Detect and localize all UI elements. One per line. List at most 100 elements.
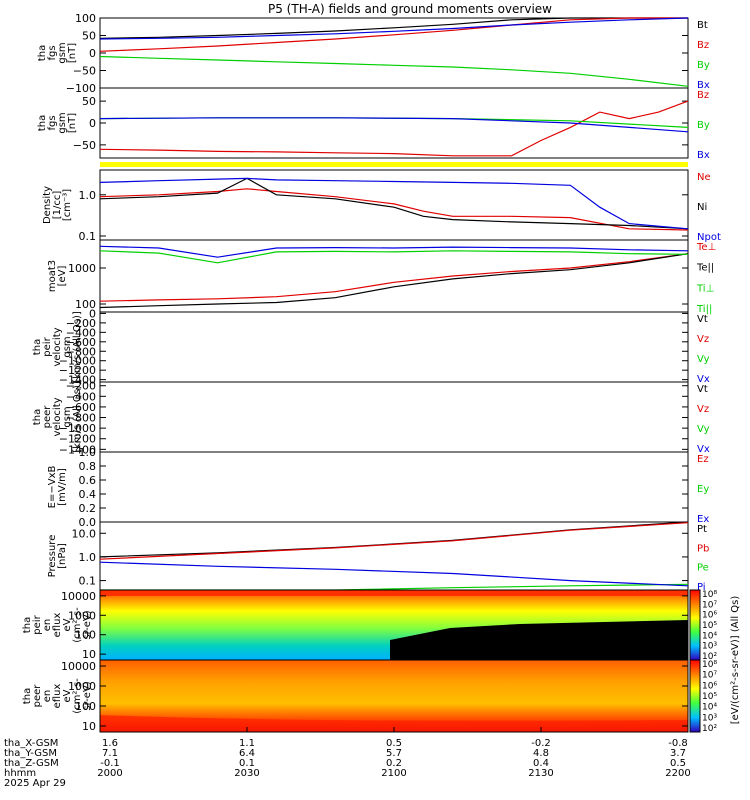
y-axis-label-line: sr-eV) (82, 610, 93, 639)
y-axis-label: Pressure[nPa] (47, 535, 68, 578)
y-tick-label: 1.0 (79, 446, 97, 459)
panel-frame (99, 311, 689, 383)
series-line (99, 253, 689, 302)
x-tick-label: 6.4 (239, 748, 255, 759)
x-tick-label: 2030 (234, 768, 259, 779)
plot-title: P5 (TH-A) fields and ground moments over… (268, 2, 552, 16)
y-tick-label: 50 (82, 95, 96, 108)
y-tick-label: 0.1 (79, 230, 97, 243)
panel-frame (99, 17, 689, 89)
y-axis-label-line: peer (32, 684, 43, 708)
x-tick-label: 1.6 (102, 738, 118, 749)
colorbar-tick-label: 10⁶ (702, 681, 717, 691)
y-tick-label: 0 (89, 47, 96, 60)
y-axis-label-line: tha (32, 339, 43, 355)
legend-entry: Te|| (696, 263, 714, 274)
y-tick-label: 100 (75, 12, 96, 25)
colorbar-tick-label: 10³ (702, 713, 717, 723)
series-line (99, 177, 689, 230)
y-tick-label: 10 (82, 720, 96, 733)
colorbar-tick-label: 10² (702, 652, 717, 662)
y-tick-label: 0.0 (79, 516, 97, 529)
y-tick-label: 100 (75, 700, 96, 713)
legend-entry: Vt (697, 384, 708, 395)
y-tick-label: 10 (82, 648, 96, 661)
colorbar-tick-label: 10³ (702, 642, 717, 652)
y-tick-label: 1.0 (79, 551, 97, 564)
y-tick-label: 0.4 (79, 488, 97, 501)
y-axis-label-line: eV (62, 618, 73, 631)
y-tick-label: −1000 (59, 422, 96, 435)
y-axis-label: thafgsgsm[nT] (37, 42, 78, 63)
panel-peir-eflux: 10000 1000 100 10 thapeirenefluxeV(cm²-s-sr-… (22, 589, 689, 661)
y-axis-label-line: fgs (47, 45, 58, 60)
y-axis-label-line: gsm (62, 406, 73, 427)
panel-efield: 1.00.80.60.40.20.0 E=−VxB[mV/m] Ez Ey Ex (47, 446, 709, 529)
y-tick-label: 1000 (68, 680, 96, 693)
y-axis-label-line: tha (37, 45, 48, 61)
y-axis-label-line: sr-eV) (82, 681, 93, 710)
legend-entry: Ey (697, 484, 709, 495)
y-tick-label: −1200 (59, 433, 96, 446)
legend-entry: Ex (697, 514, 709, 525)
series-line (99, 55, 689, 87)
legend-entry: Vt (697, 314, 708, 325)
colorbar-tick-label: 10⁴ (702, 703, 717, 713)
data-quality-bar (100, 162, 688, 167)
y-axis-label-line: tha (37, 115, 48, 131)
x-tick-label: 4.8 (533, 748, 549, 759)
y-tick-label: 10.0 (72, 527, 97, 540)
x-tick-label: 0.1 (239, 758, 255, 769)
y-axis-label-line: Density (42, 186, 53, 224)
y-tick-label: 100 (75, 629, 96, 642)
y-axis-label-line: Pressure (47, 535, 58, 578)
y-axis-label-line: eflux (52, 613, 63, 638)
x-axis-row-label: 2025 Apr 29 (4, 778, 66, 789)
y-tick-label: −1400 (59, 374, 96, 387)
colorbar-tick-label: 10⁷ (702, 600, 717, 610)
panel-fgs-gsm: 100 50 0 −50 −100 thafgsgsm[nT] Bt Bz By Bx (37, 12, 710, 95)
legend-entry: Npot (697, 232, 721, 243)
y-axis-label-line: gsm (57, 42, 68, 63)
y-tick-label: 0 (89, 307, 96, 320)
spectrogram-low-count-region (390, 620, 688, 660)
panel-peer-velocity: −200−400−600−800−1000−1200−1400thapeerve… (32, 380, 710, 457)
y-tick-label: 50 (82, 30, 96, 43)
panel-frame (99, 381, 689, 453)
series-line (99, 250, 689, 264)
y-tick-label: −100 (66, 82, 96, 95)
y-axis-label-line: peer (42, 405, 53, 429)
y-tick-label: −400 (66, 326, 96, 339)
y-axis-label-line: [mV/m] (57, 468, 68, 506)
legend-entry: Te⊥ (696, 242, 716, 253)
colorbar-tick-label: 10⁵ (702, 621, 717, 631)
y-tick-label: 0.8 (79, 460, 97, 473)
panel-frame (99, 451, 689, 523)
y-tick-label: 0 (89, 117, 96, 130)
y-axis-label: moat3[eV] (47, 260, 68, 292)
legend-entry: Pt (697, 524, 707, 535)
y-axis-label-line: [km/s (All Qs)] (72, 311, 83, 383)
y-axis-label-line: gsm (62, 336, 73, 357)
legend-entry: By (697, 60, 710, 71)
y-tick-label: −1000 (59, 355, 96, 368)
y-tick-label: 0.6 (79, 474, 97, 487)
series-line (99, 177, 689, 230)
x-axis-row-label: hhmm (4, 768, 36, 779)
legend-entry: Vy (697, 354, 710, 365)
series-line (99, 117, 689, 128)
legend-entry: Vx (697, 444, 710, 455)
y-axis-label-line: tha (22, 617, 33, 633)
y-axis-label-line: [km/s (All Qs)] (72, 381, 83, 453)
series-line (99, 521, 689, 558)
legend-entry: Ti|| (696, 304, 712, 315)
panel-frame (99, 521, 689, 591)
y-axis-label: thapeerenefluxeV(cm²-s-sr-eV) (22, 678, 93, 714)
y-axis-label-line: velocity (52, 327, 63, 366)
y-tick-label: 1000 (68, 262, 96, 275)
series-line (99, 100, 689, 157)
x-tick-label: 0.2 (386, 758, 402, 769)
series-line (99, 245, 689, 258)
legend-entry: Pe (697, 563, 709, 574)
y-axis-label-line: en (42, 690, 53, 703)
